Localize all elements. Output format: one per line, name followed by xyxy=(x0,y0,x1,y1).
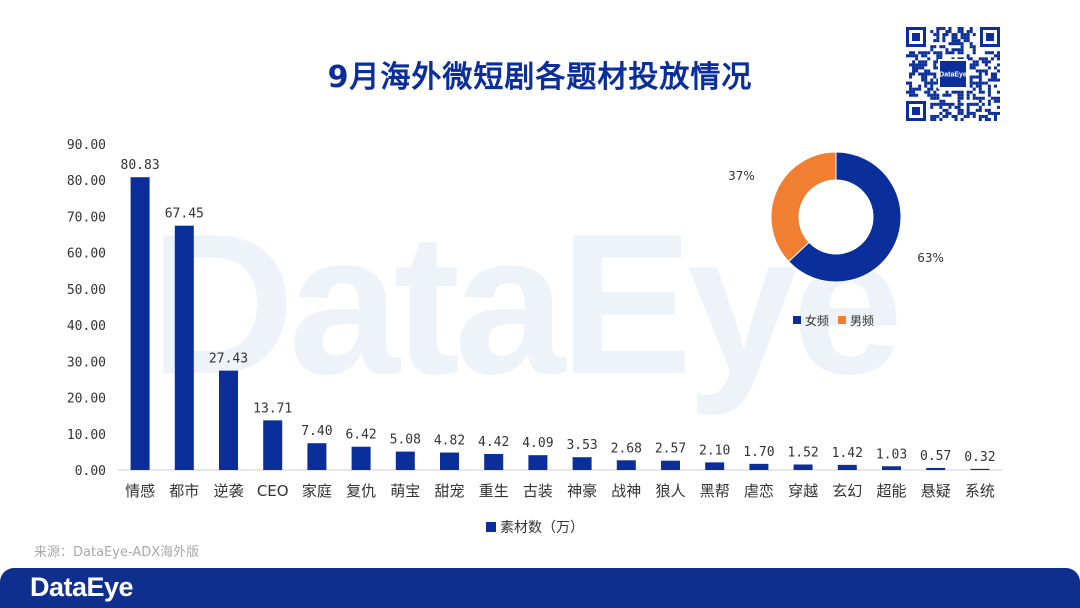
bar-value-label: 7.40 xyxy=(301,424,332,439)
bar-value-label: 0.32 xyxy=(964,450,995,465)
bar xyxy=(793,464,813,470)
legend-label: 女频 xyxy=(805,313,829,328)
bar xyxy=(882,466,901,470)
bar-value-label: 5.08 xyxy=(390,433,421,448)
donut-chart: 63% 37% 女频 男频 xyxy=(728,151,944,328)
x-tick-label: 虐恋 xyxy=(744,482,774,500)
y-tick-label: 90.00 xyxy=(67,138,106,153)
bar xyxy=(572,457,592,470)
bar xyxy=(484,453,504,470)
qr-code: DataEye xyxy=(903,24,1003,124)
bar xyxy=(705,462,725,470)
bar-value-label: 0.57 xyxy=(920,449,951,464)
bar-value-label: 1.70 xyxy=(743,445,774,460)
y-tick-label: 70.00 xyxy=(67,210,106,225)
legend-swatch xyxy=(838,316,846,324)
donut-value-label: 37% xyxy=(728,169,755,183)
x-tick-label: 系统 xyxy=(965,482,995,500)
bar-value-label: 27.43 xyxy=(209,352,248,367)
x-tick-label: 情感 xyxy=(125,482,155,500)
x-tick-label: 黑帮 xyxy=(700,482,730,500)
bar-value-label: 1.42 xyxy=(832,446,863,461)
x-tick-label: 重生 xyxy=(479,482,509,500)
y-tick-label: 50.00 xyxy=(67,283,106,298)
x-tick-label: 古装 xyxy=(523,482,553,500)
x-tick-label: 逆袭 xyxy=(213,482,243,500)
x-tick-label: 战神 xyxy=(611,482,641,500)
footer-logo: DataEye xyxy=(30,572,134,602)
bar xyxy=(661,460,680,470)
bar xyxy=(263,420,283,470)
bar xyxy=(130,177,150,471)
legend-swatch xyxy=(793,316,801,324)
y-tick-label: 20.00 xyxy=(67,392,106,407)
bar-value-label: 4.09 xyxy=(522,436,553,451)
y-tick-label: 40.00 xyxy=(67,319,106,334)
bar-value-label: 6.42 xyxy=(345,428,376,443)
qr-logo-text: DataEye xyxy=(939,72,967,79)
x-tick-label: 玄幻 xyxy=(832,482,862,500)
bar-value-label: 2.10 xyxy=(699,443,730,458)
footer-bar: DataEye xyxy=(0,568,1080,608)
y-tick-label: 10.00 xyxy=(67,428,106,443)
x-tick-label: 悬疑 xyxy=(921,482,951,500)
bar xyxy=(926,467,946,470)
x-tick-label: 都市 xyxy=(169,482,199,500)
bar xyxy=(174,225,194,470)
bar xyxy=(395,451,415,470)
bar xyxy=(837,464,857,470)
page-title: 9月海外微短剧各题材投放情况 xyxy=(327,60,753,95)
bar-chart: 0.00 10.00 20.00 30.00 40.00 50.00 60.00 70.00 8… xyxy=(67,138,1002,536)
bar-value-label: 2.68 xyxy=(611,441,642,456)
bar-value-label: 2.57 xyxy=(655,442,686,457)
source-note: 来源：DataEye-ADX海外版 xyxy=(34,545,200,560)
bar xyxy=(970,468,990,470)
bar xyxy=(528,455,548,470)
bar-value-label: 80.83 xyxy=(121,158,160,173)
x-tick-label: 穿越 xyxy=(788,482,818,500)
bar-value-label: 4.82 xyxy=(434,434,465,449)
bar xyxy=(307,443,327,470)
donut-slice xyxy=(770,151,837,263)
legend-label: 素材数（万） xyxy=(500,520,584,536)
bar-value-label: 3.53 xyxy=(566,438,597,453)
x-tick-label: 神豪 xyxy=(567,482,597,500)
bar-value-label: 1.03 xyxy=(876,447,907,462)
x-tick-label: 甜宠 xyxy=(434,482,464,500)
bar xyxy=(616,460,636,470)
bar-value-label: 1.52 xyxy=(787,445,818,460)
bar-value-label: 67.45 xyxy=(165,207,204,222)
x-tick-label: 家庭 xyxy=(302,482,332,500)
x-tick-label: CEO xyxy=(257,482,289,500)
x-tick-label: 狼人 xyxy=(655,482,685,500)
bar xyxy=(351,446,371,470)
x-tick-label: 超能 xyxy=(876,482,906,500)
donut-value-label: 63% xyxy=(917,251,944,265)
bar xyxy=(749,463,769,470)
y-tick-label: 60.00 xyxy=(67,247,106,262)
y-tick-label: 30.00 xyxy=(67,355,106,370)
bar-value-label: 4.42 xyxy=(478,435,509,450)
x-tick-label: 萌宝 xyxy=(390,482,420,500)
bar-value-label: 13.71 xyxy=(253,401,292,416)
legend-swatch xyxy=(486,522,496,532)
y-tick-label: 0.00 xyxy=(75,464,106,479)
bar xyxy=(440,452,459,470)
y-tick-label: 80.00 xyxy=(67,174,106,189)
x-tick-label: 复仇 xyxy=(346,482,376,500)
legend-label: 男频 xyxy=(850,314,874,328)
bar xyxy=(219,370,238,470)
donut-slice xyxy=(787,151,902,283)
